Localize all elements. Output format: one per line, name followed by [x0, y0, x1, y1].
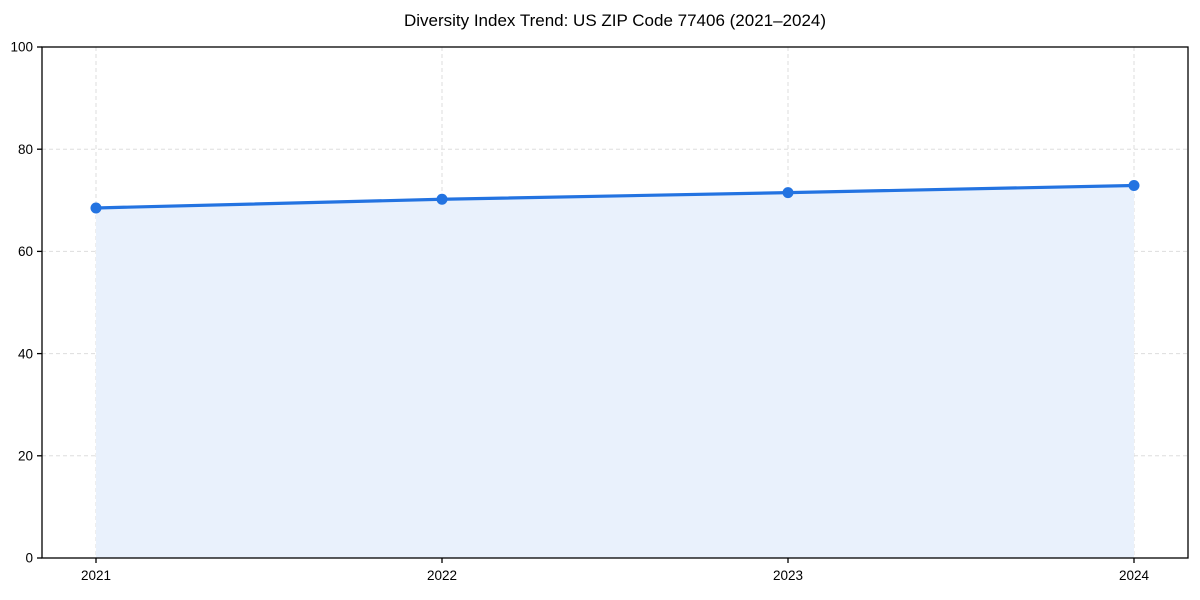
area-fill: [96, 185, 1134, 558]
x-tick-label: 2024: [1119, 568, 1150, 583]
y-tick-label: 0: [25, 551, 33, 566]
chart-title: Diversity Index Trend: US ZIP Code 77406…: [403, 11, 827, 30]
data-point-2022: [436, 193, 448, 205]
x-tick-label: 2023: [773, 568, 803, 583]
y-tick-label: 40: [18, 346, 33, 361]
y-tick-label: 100: [10, 40, 33, 55]
y-tick-label: 60: [18, 244, 33, 259]
x-tick-label: 2022: [427, 568, 457, 583]
data-point-2023: [782, 187, 794, 199]
trend-line: [94, 183, 1136, 210]
data-point-2024: [1128, 179, 1140, 191]
y-tick-label: 20: [18, 449, 33, 464]
x-tick-label: 2021: [81, 568, 111, 583]
data-point-2021: [90, 202, 102, 214]
plot-border: [41, 46, 1189, 559]
y-tick-label: 80: [18, 142, 33, 157]
